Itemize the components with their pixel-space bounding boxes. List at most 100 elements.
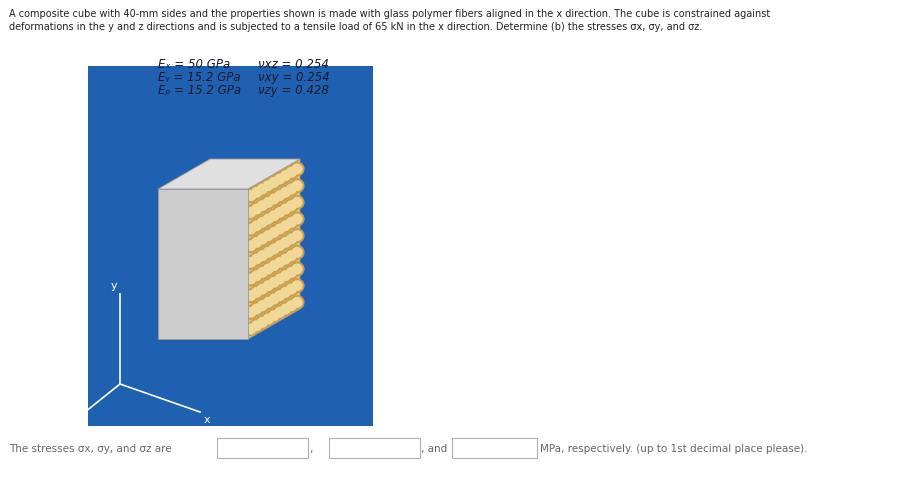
Circle shape: [286, 184, 297, 195]
Circle shape: [274, 174, 286, 185]
Text: Eᵧ = 15.2 GPa: Eᵧ = 15.2 GPa: [158, 71, 241, 84]
Circle shape: [286, 267, 297, 278]
Text: z: z: [75, 414, 81, 424]
Circle shape: [286, 201, 297, 212]
Circle shape: [280, 304, 291, 315]
Circle shape: [272, 205, 287, 220]
Circle shape: [263, 314, 274, 325]
Circle shape: [278, 252, 293, 267]
Circle shape: [255, 182, 270, 197]
Text: MPa, respectively. (up to 1st decimal place please).: MPa, respectively. (up to 1st decimal pl…: [540, 443, 807, 453]
Circle shape: [280, 287, 291, 298]
Circle shape: [286, 217, 297, 228]
Circle shape: [269, 227, 279, 238]
Circle shape: [245, 191, 257, 202]
Circle shape: [243, 189, 259, 204]
Circle shape: [245, 307, 257, 318]
Circle shape: [257, 317, 268, 328]
Circle shape: [269, 277, 279, 288]
Circle shape: [260, 229, 276, 243]
Circle shape: [251, 204, 262, 215]
Circle shape: [243, 288, 259, 303]
Circle shape: [284, 299, 299, 314]
Circle shape: [251, 304, 262, 315]
Circle shape: [251, 187, 262, 198]
Circle shape: [278, 285, 293, 300]
Circle shape: [284, 215, 299, 230]
Circle shape: [269, 260, 279, 272]
Circle shape: [260, 279, 276, 294]
Circle shape: [284, 232, 299, 247]
Circle shape: [243, 322, 259, 337]
Circle shape: [272, 255, 287, 270]
Circle shape: [274, 274, 286, 285]
Circle shape: [249, 285, 264, 300]
Circle shape: [251, 254, 262, 265]
Circle shape: [278, 235, 293, 250]
Circle shape: [272, 288, 287, 303]
Circle shape: [269, 311, 279, 321]
Circle shape: [286, 234, 297, 245]
Circle shape: [274, 208, 286, 218]
Circle shape: [269, 294, 279, 305]
Bar: [88, 67, 373, 426]
Circle shape: [263, 197, 274, 209]
Circle shape: [249, 185, 264, 200]
Circle shape: [249, 235, 264, 250]
Circle shape: [249, 318, 264, 333]
Circle shape: [284, 182, 299, 197]
Circle shape: [257, 217, 268, 228]
Circle shape: [292, 164, 303, 175]
Circle shape: [257, 184, 268, 195]
Circle shape: [280, 204, 291, 215]
Circle shape: [257, 251, 268, 262]
Circle shape: [269, 194, 279, 205]
Circle shape: [269, 211, 279, 222]
Circle shape: [243, 222, 259, 237]
FancyBboxPatch shape: [329, 438, 419, 458]
Circle shape: [280, 187, 291, 198]
Circle shape: [292, 297, 303, 308]
Circle shape: [243, 205, 259, 220]
FancyBboxPatch shape: [216, 438, 307, 458]
Circle shape: [286, 251, 297, 262]
Circle shape: [278, 169, 293, 184]
Circle shape: [243, 305, 259, 320]
Circle shape: [280, 254, 291, 265]
Circle shape: [260, 212, 276, 227]
Circle shape: [257, 201, 268, 212]
Circle shape: [284, 199, 299, 214]
Circle shape: [267, 192, 281, 207]
Circle shape: [257, 267, 268, 278]
Circle shape: [245, 208, 257, 218]
Circle shape: [255, 199, 270, 214]
Circle shape: [292, 281, 303, 291]
Circle shape: [263, 181, 274, 192]
Circle shape: [257, 284, 268, 295]
Circle shape: [286, 167, 297, 179]
Circle shape: [292, 214, 303, 225]
Circle shape: [280, 271, 291, 282]
Circle shape: [263, 264, 274, 275]
Circle shape: [267, 226, 281, 241]
Circle shape: [260, 179, 276, 194]
Text: y: y: [110, 280, 118, 290]
Circle shape: [290, 279, 304, 294]
Text: , and: , and: [421, 443, 447, 453]
Text: νxz = 0.254: νxz = 0.254: [258, 58, 329, 71]
Circle shape: [243, 272, 259, 287]
Text: νxy = 0.254: νxy = 0.254: [258, 71, 330, 84]
Circle shape: [255, 315, 270, 330]
Circle shape: [245, 257, 257, 268]
Circle shape: [263, 214, 274, 225]
Circle shape: [243, 255, 259, 270]
Circle shape: [290, 196, 304, 211]
Circle shape: [278, 185, 293, 200]
Circle shape: [269, 178, 279, 188]
Circle shape: [245, 324, 257, 335]
Circle shape: [290, 262, 304, 277]
Circle shape: [263, 247, 274, 258]
Circle shape: [272, 222, 287, 237]
Circle shape: [284, 166, 299, 181]
Circle shape: [260, 245, 276, 260]
